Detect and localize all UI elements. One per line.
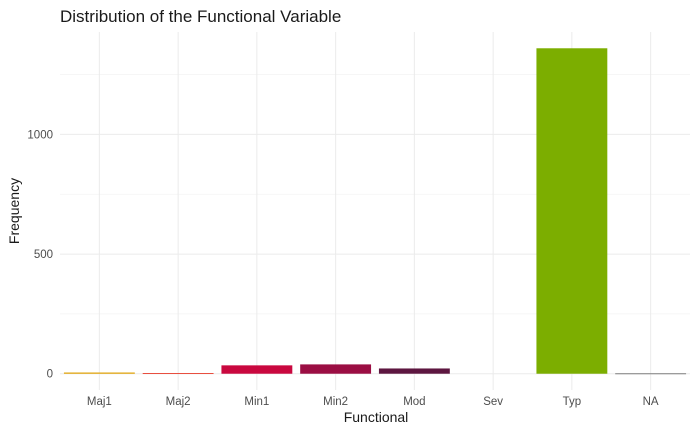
y-axis-title: Frequency bbox=[6, 178, 22, 244]
bar-maj1 bbox=[63, 372, 135, 374]
x-tick-label: Mod bbox=[403, 396, 425, 408]
bar-na bbox=[615, 373, 687, 375]
y-tick-label: 0 bbox=[47, 369, 53, 381]
x-tick-label: Maj2 bbox=[166, 396, 191, 408]
chart-title: Distribution of the Functional Variable bbox=[60, 7, 341, 26]
bar-min2 bbox=[300, 364, 372, 374]
bar-mod bbox=[378, 368, 450, 374]
y-tick-labels: 0 500 1000 bbox=[27, 129, 53, 380]
bars bbox=[63, 48, 687, 375]
bar-typ bbox=[536, 48, 608, 374]
x-axis-title: Functional bbox=[344, 409, 409, 425]
x-tick-labels: Maj1 Maj2 Min1 Min2 Mod Sev Typ NA bbox=[87, 396, 659, 408]
bar-maj2 bbox=[142, 373, 214, 375]
x-tick-label: Min1 bbox=[244, 396, 269, 408]
y-tick-label: 1000 bbox=[27, 129, 53, 141]
x-tick-label: Typ bbox=[563, 396, 582, 408]
bar-min1 bbox=[221, 365, 293, 374]
x-tick-label: Sev bbox=[483, 396, 503, 408]
x-tick-label: Min2 bbox=[323, 396, 348, 408]
x-tick-label: Maj1 bbox=[87, 396, 112, 408]
y-tick-label: 500 bbox=[34, 249, 53, 261]
x-tick-label: NA bbox=[643, 396, 659, 408]
